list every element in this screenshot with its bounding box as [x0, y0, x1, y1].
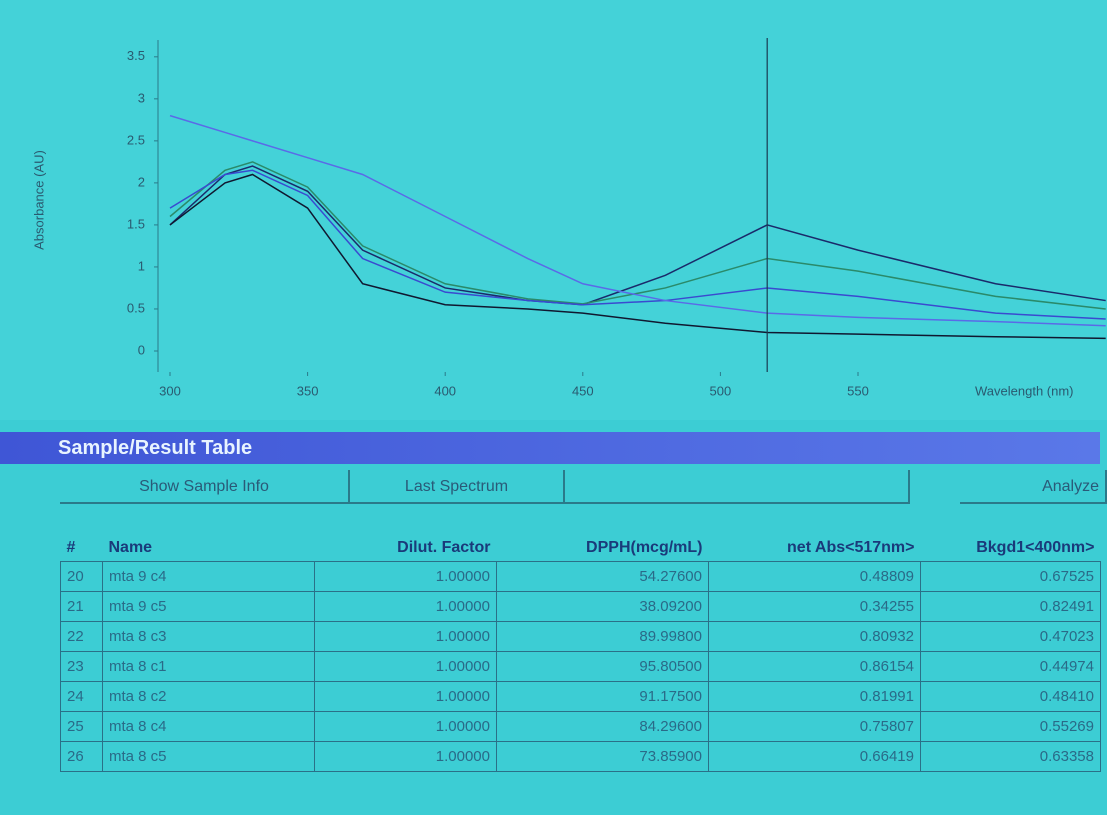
- table-cell: 0.48410: [921, 682, 1101, 712]
- table-cell: 1.00000: [315, 622, 497, 652]
- table-cell: 0.55269: [921, 712, 1101, 742]
- y-tick-label: 3.5: [127, 48, 145, 63]
- table-cell: 0.48809: [709, 562, 921, 592]
- table-cell: mta 9 c5: [103, 592, 315, 622]
- column-header: net Abs<517nm>: [709, 535, 921, 562]
- y-tick-label: 0: [138, 342, 145, 357]
- column-header: Bkgd1<400nm>: [921, 535, 1101, 562]
- table-cell: mta 8 c3: [103, 622, 315, 652]
- x-tick-label: 350: [297, 383, 319, 398]
- table-cell: mta 8 c2: [103, 682, 315, 712]
- table-cell: 20: [61, 562, 103, 592]
- x-tick-label: 400: [434, 383, 456, 398]
- table-cell: mta 8 c1: [103, 652, 315, 682]
- button[interactable]: Analyze: [960, 470, 1107, 504]
- y-tick-label: 1: [138, 258, 145, 273]
- table-cell: 22: [61, 622, 103, 652]
- x-tick-label: 450: [572, 383, 594, 398]
- x-tick-label: 500: [710, 383, 732, 398]
- table-cell: 84.29600: [497, 712, 709, 742]
- column-header: Dilut. Factor: [315, 535, 497, 562]
- table-cell: 0.47023: [921, 622, 1101, 652]
- y-tick-label: 2.5: [127, 132, 145, 147]
- table-cell: 0.34255: [709, 592, 921, 622]
- spectrum-chart: Absorbance (AU) Wavelength (nm) 0 0.5 1 1.5…: [0, 0, 1107, 420]
- table-cell: 0.81991: [709, 682, 921, 712]
- table-cell: mta 8 c5: [103, 742, 315, 772]
- table-cell: mta 9 c4: [103, 562, 315, 592]
- table-cell: 23: [61, 652, 103, 682]
- table-cell: 54.27600: [497, 562, 709, 592]
- table-cell: 0.66419: [709, 742, 921, 772]
- page: Absorbance (AU) Wavelength (nm) 0 0.5 1 1.5…: [0, 0, 1107, 815]
- result-window: Sample/Result Table Show Sample Info Las…: [0, 430, 1107, 815]
- y-tick-label: 3: [138, 90, 145, 105]
- table-cell: 26: [61, 742, 103, 772]
- x-tick-label: 300: [159, 383, 181, 398]
- y-tick-label: 0.5: [127, 300, 145, 315]
- table-cell: 89.99800: [497, 622, 709, 652]
- table-cell: 25: [61, 712, 103, 742]
- window-title: Sample/Result Table: [0, 432, 1100, 464]
- table-cell: mta 8 c4: [103, 712, 315, 742]
- table-cell: 1.00000: [315, 652, 497, 682]
- table-cell: 38.09200: [497, 592, 709, 622]
- table-cell: 1.00000: [315, 682, 497, 712]
- table-cell: 1.00000: [315, 712, 497, 742]
- table-cell: 0.75807: [709, 712, 921, 742]
- x-axis-label: Wavelength (nm): [975, 383, 1074, 398]
- column-header: DPPH(mcg/mL): [497, 535, 709, 562]
- table-cell: 73.85900: [497, 742, 709, 772]
- table-cell: 21: [61, 592, 103, 622]
- table-cell: 0.86154: [709, 652, 921, 682]
- table-cell: 91.17500: [497, 682, 709, 712]
- table-cell: 0.80932: [709, 622, 921, 652]
- table-cell: 0.63358: [921, 742, 1101, 772]
- y-tick-label: 2: [138, 174, 145, 189]
- table-cell: 95.80500: [497, 652, 709, 682]
- y-axis-label: Absorbance (AU): [31, 150, 46, 250]
- y-tick-label: 1.5: [127, 216, 145, 231]
- table-cell: 0.67525: [921, 562, 1101, 592]
- column-header: #: [61, 535, 103, 562]
- table-cell: 0.44974: [921, 652, 1101, 682]
- button[interactable]: Last Spectrum: [350, 470, 565, 504]
- table-cell: 1.00000: [315, 742, 497, 772]
- table-cell: 1.00000: [315, 592, 497, 622]
- table-cell: 0.82491: [921, 592, 1101, 622]
- column-header: Name: [103, 535, 315, 562]
- button[interactable]: [565, 470, 910, 504]
- button[interactable]: Show Sample Info: [60, 470, 350, 504]
- table-cell: 24: [61, 682, 103, 712]
- x-tick-label: 550: [847, 383, 869, 398]
- plot-bg: [0, 0, 1107, 420]
- table-cell: 1.00000: [315, 562, 497, 592]
